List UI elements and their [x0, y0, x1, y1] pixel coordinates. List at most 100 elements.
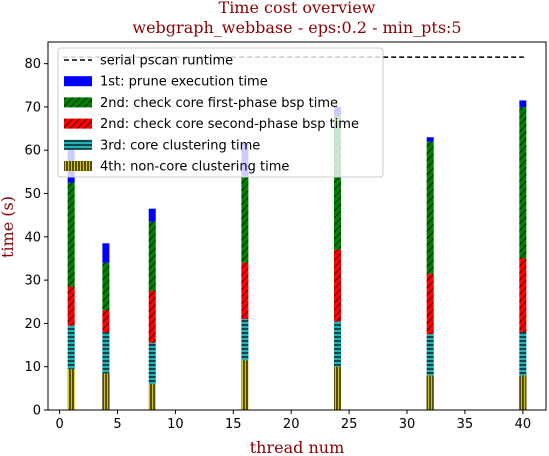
chart-title: Time cost overview: [219, 0, 376, 17]
bar-hatch: [102, 262, 110, 311]
bar-hatch: [148, 384, 156, 410]
bar-hatch: [102, 310, 110, 333]
bar-hatch: [148, 342, 156, 385]
bar-hatch: [519, 332, 527, 376]
bar-hatch: [334, 249, 342, 322]
legend-label: 4th: non-core clustering time: [100, 160, 289, 175]
bar-hatch: [334, 115, 342, 250]
x-tick-label: 35: [457, 417, 474, 432]
bar-segment: [102, 373, 110, 410]
bar-segment: [334, 321, 342, 367]
bar-segment: [334, 115, 342, 250]
bar-fill: [426, 137, 434, 142]
bar-segment: [148, 342, 156, 385]
bar-segment: [102, 243, 110, 263]
bar-hatch: [241, 262, 249, 320]
bar-segment: [519, 100, 527, 107]
legend-label: 2nd: check core first-phase bsp time: [100, 96, 338, 111]
bar-hatch: [334, 366, 342, 410]
bar-hatch: [102, 373, 110, 410]
bar-hatch: [241, 176, 249, 263]
legend-label: 2nd: check core second-phase bsp time: [100, 117, 359, 132]
bar-segment: [102, 262, 110, 311]
chart-subtitle: webgraph_webbase - eps:0.2 - min_pts:5: [132, 18, 461, 37]
bar-fill: [519, 100, 527, 107]
bar-segment: [67, 325, 75, 369]
y-tick-label: 70: [24, 100, 41, 115]
bar-segment: [426, 375, 434, 410]
bar-hatch: [148, 221, 156, 291]
legend-swatch-hatch: [64, 139, 92, 150]
bar-segment: [241, 360, 249, 410]
legend-label: serial pscan runtime: [100, 54, 233, 69]
bar-hatch: [241, 360, 249, 410]
x-axis: 0 5 10 15 20 25 30 35 40: [55, 410, 531, 432]
bar-hatch: [426, 375, 434, 410]
bar-segment: [519, 106, 527, 259]
bar-fill: [102, 243, 110, 263]
bar-hatch: [519, 106, 527, 259]
legend: serial pscan runtime 1st: prune execution…: [57, 47, 384, 178]
bar-segment: [148, 384, 156, 410]
bar-hatch: [519, 375, 527, 410]
bar-hatch: [67, 368, 75, 410]
x-tick-label: 25: [341, 417, 358, 432]
bar-hatch: [426, 273, 434, 335]
bar-segment: [519, 375, 527, 410]
y-tick-label: 80: [24, 57, 41, 72]
y-tick-label: 20: [24, 317, 41, 332]
bar-segment: [426, 334, 434, 376]
legend-swatch-hatch: [64, 161, 92, 171]
x-axis-label: thread num: [250, 438, 345, 456]
bar-segment: [519, 258, 527, 333]
bar-segment: [334, 249, 342, 322]
bar-hatch: [334, 321, 342, 367]
bar-segment: [67, 182, 75, 287]
x-tick-label: 5: [113, 417, 121, 432]
legend-swatch-hatch: [64, 118, 92, 129]
bar-hatch: [148, 290, 156, 343]
bar-segment: [67, 368, 75, 410]
legend-box: [57, 47, 384, 178]
bar-segment: [241, 176, 249, 263]
bar-hatch: [241, 319, 249, 361]
bar-segment: [519, 332, 527, 376]
x-tick-label: 0: [55, 417, 63, 432]
bar-segment: [67, 286, 75, 326]
x-tick-label: 20: [283, 417, 300, 432]
bar-segment: [426, 273, 434, 335]
bar-segment: [426, 141, 434, 274]
bar-segment: [241, 319, 249, 361]
y-tick-label: 40: [24, 230, 41, 245]
y-tick-label: 10: [24, 360, 41, 375]
bar-segment: [102, 332, 110, 374]
x-tick-label: 30: [399, 417, 416, 432]
legend-swatch-hatch: [64, 97, 92, 108]
y-tick-label: 0: [33, 404, 41, 419]
bar-segment: [148, 221, 156, 291]
bar-hatch: [67, 325, 75, 369]
bar-hatch: [67, 182, 75, 287]
bar-segment: [148, 208, 156, 222]
bar-segment: [334, 366, 342, 410]
bar-hatch: [519, 258, 527, 333]
y-axis-label: time (s): [0, 196, 17, 258]
x-tick-label: 15: [225, 417, 242, 432]
plot-area: [47, 41, 547, 411]
bar-hatch: [67, 286, 75, 326]
y-tick-label: 30: [24, 274, 41, 289]
legend-swatch: [64, 76, 92, 87]
bar-segment: [426, 137, 434, 142]
bar-fill: [148, 208, 156, 222]
bar-hatch: [426, 141, 434, 274]
x-tick-label: 40: [515, 417, 532, 432]
plot-frame: [47, 41, 547, 411]
y-tick-label: 50: [24, 187, 41, 202]
bar-hatch: [426, 334, 434, 376]
legend-label: 1st: prune execution time: [100, 75, 268, 90]
y-tick-label: 60: [24, 144, 41, 159]
y-axis: 0 10 20 30 40 50 60 70 80: [24, 57, 48, 419]
legend-label: 3rd: core clustering time: [100, 138, 260, 153]
bar-segment: [241, 262, 249, 320]
bar-segment: [148, 290, 156, 343]
